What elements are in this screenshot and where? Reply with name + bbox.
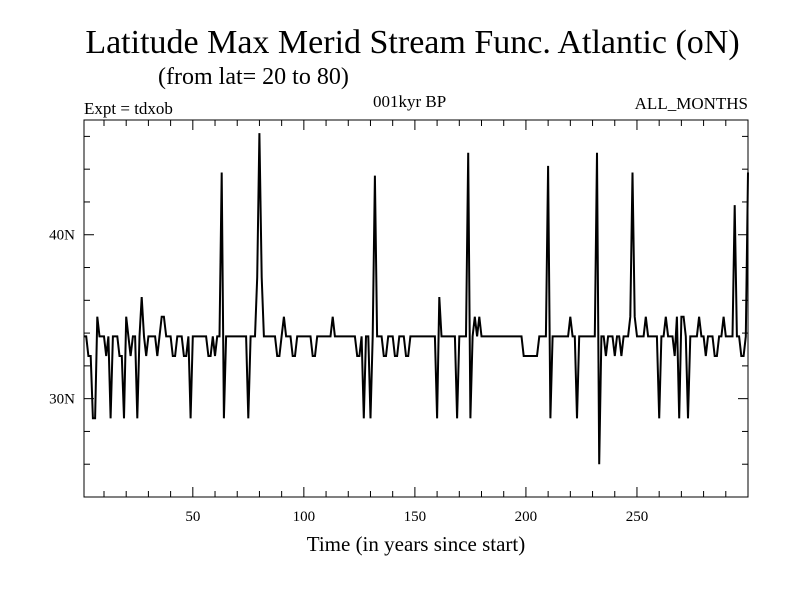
y-tick-labels: 30N 40N (49, 228, 75, 408)
x-tick-labels: 50 100 150 200 250 (185, 509, 648, 525)
axis-ticks (84, 120, 748, 497)
season-label: ALL_MONTHS (634, 94, 748, 113)
x-tick-label: 100 (293, 509, 316, 525)
y-tick-label: 40N (49, 228, 75, 244)
chart-title: Latitude Max Merid Stream Func. Atlantic… (85, 24, 740, 61)
experiment-label: Expt = tdxob (84, 99, 173, 118)
period-label: 001kyr BP (373, 92, 447, 111)
chart-subtitle: (from lat= 20 to 80) (158, 64, 349, 90)
plot-frame (83, 119, 749, 498)
x-tick-label: 150 (404, 509, 427, 525)
x-tick-label: 250 (626, 509, 649, 525)
x-axis-label: Time (in years since start) (307, 532, 526, 556)
y-tick-label: 30N (49, 392, 75, 408)
x-tick-label: 50 (185, 509, 200, 525)
series-line (84, 133, 749, 465)
x-tick-label: 200 (515, 509, 538, 525)
